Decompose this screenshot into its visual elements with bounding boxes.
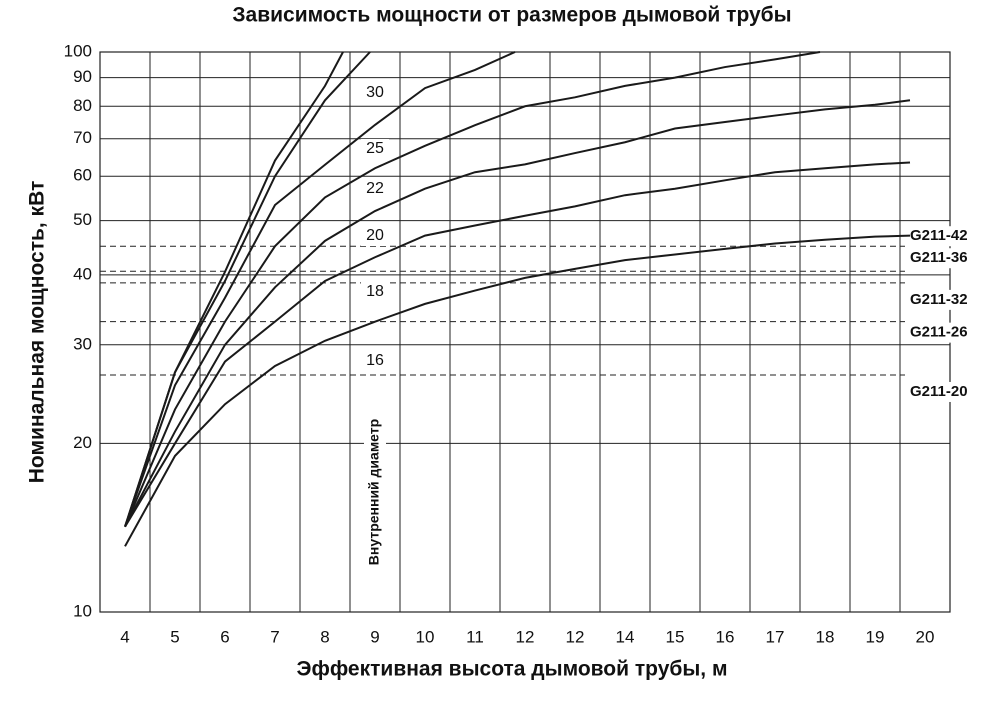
y-tick-label: 20 [73, 433, 92, 452]
curve-label: 30 [366, 84, 384, 101]
curve [124, 161, 911, 528]
curve-label-bg [361, 179, 389, 199]
reference-label-bg [906, 248, 980, 269]
x-tick-label: 16 [716, 627, 735, 646]
reference-label: G211-26 [910, 324, 968, 341]
x-tick-label: 19 [866, 627, 885, 646]
curve-label-bg [361, 282, 389, 302]
annotation: Внутренний диаметр [366, 419, 382, 565]
y-tick-label: 60 [73, 166, 92, 185]
curve [124, 51, 516, 528]
y-tick-label: 40 [73, 264, 92, 283]
reference-label-bg [906, 226, 980, 247]
reference-label: G211-32 [910, 291, 968, 308]
x-tick-label: 8 [320, 627, 329, 646]
reference-label-bg [906, 381, 980, 402]
curve-label: 25 [366, 140, 384, 157]
x-tick-label: 7 [270, 627, 279, 646]
x-tick-label: 18 [816, 627, 835, 646]
y-tick-label: 90 [73, 67, 92, 86]
curve-label: 22 [366, 180, 384, 197]
curve-label-bg [361, 351, 389, 371]
y-tick-label: 100 [64, 41, 92, 60]
y-tick-label: 50 [73, 210, 92, 229]
x-tick-label: 11 [466, 627, 484, 646]
curve-label: 16 [366, 352, 384, 369]
curve [124, 234, 911, 547]
x-tick-label: 6 [220, 627, 229, 646]
curve [124, 99, 911, 528]
curve [124, 51, 371, 528]
curve [124, 51, 821, 528]
reference-label: G211-20 [910, 383, 968, 400]
x-tick-label: 5 [170, 627, 179, 646]
plot-frame [99, 51, 951, 613]
x-tick-label: 10 [416, 627, 435, 646]
reference-label-bg [906, 289, 980, 310]
reference-label: G211-36 [910, 249, 968, 266]
curve-label-bg [361, 83, 389, 103]
chart-title: Зависимость мощности от размеров дымовой… [232, 4, 791, 27]
x-tick-label: 12 [516, 627, 535, 646]
x-tick-label: 20 [916, 627, 935, 646]
annotation-bg [364, 395, 386, 590]
y-tick-label: 30 [73, 334, 92, 353]
curve-label-bg [361, 139, 389, 159]
curve-label: 20 [366, 227, 384, 244]
x-tick-label: 4 [120, 627, 129, 646]
curve-label: 18 [366, 283, 384, 300]
x-tick-label: 12 [566, 627, 585, 646]
y-axis-label: Номинальная мощность, кВт [26, 181, 49, 484]
x-tick-label: 17 [766, 627, 785, 646]
x-tick-label: 14 [616, 627, 635, 646]
reference-label-bg [906, 322, 980, 343]
curve-label-bg [361, 226, 389, 246]
x-tick-label: 15 [666, 627, 685, 646]
y-tick-label: 70 [73, 128, 92, 147]
x-tick-label: 9 [370, 627, 379, 646]
y-tick-label: 10 [73, 601, 92, 620]
y-tick-label: 80 [73, 96, 92, 115]
x-axis-label: Эффективная высота дымовой трубы, м [297, 658, 728, 681]
reference-label: G211-42 [910, 227, 968, 244]
